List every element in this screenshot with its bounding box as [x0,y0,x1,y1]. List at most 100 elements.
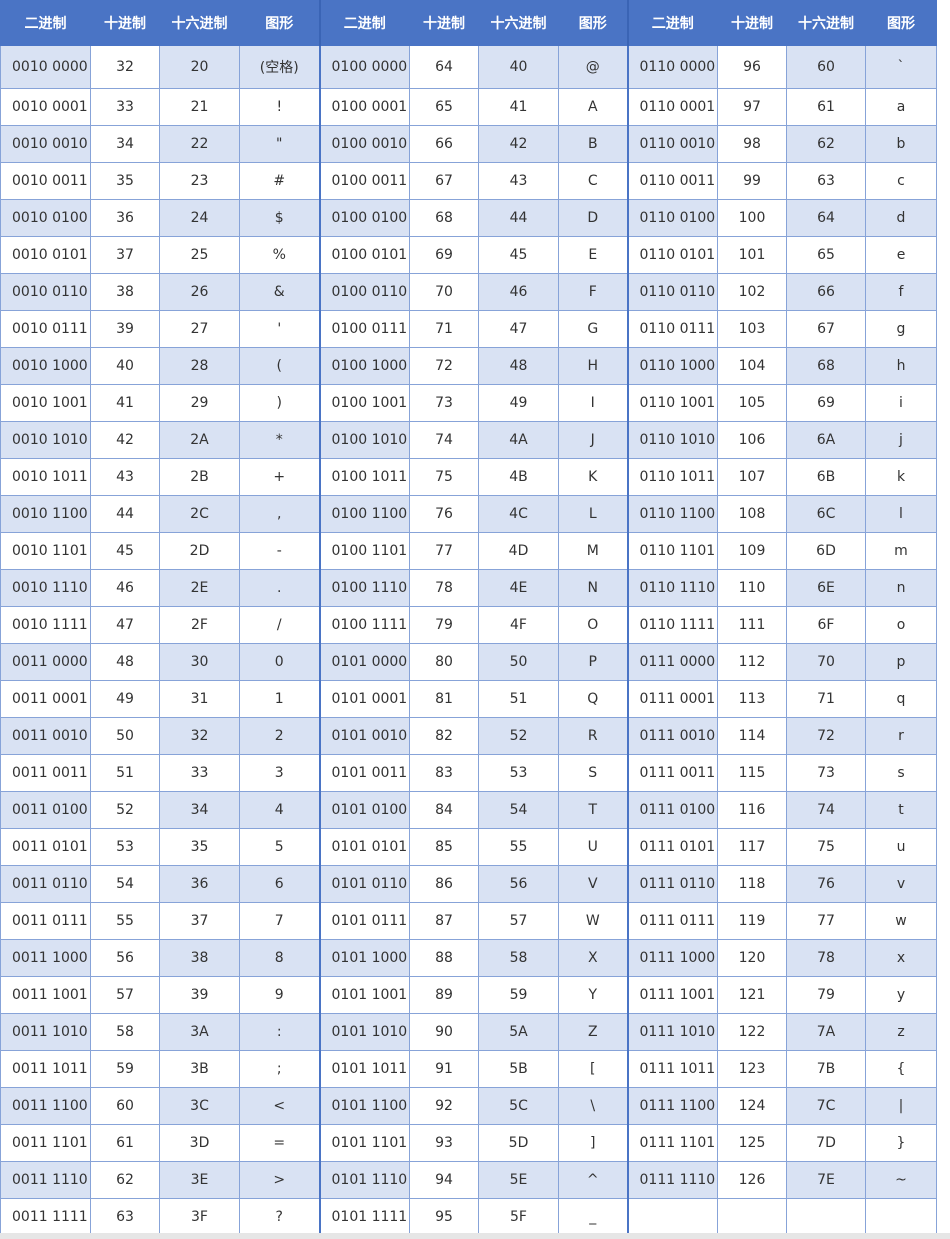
cell-decimal: 84 [409,791,479,829]
cell-hex: 71 [786,680,866,718]
cell-glyph: 7 [239,902,320,940]
table-row: 0010 0001 33 21! 0100 0001 65 41 A 0110 0001 97 6… [0,88,937,126]
cell-binary [626,1198,718,1236]
cell-hex: 2C [159,495,240,533]
cell-decimal: 67 [409,162,479,200]
cell-glyph: | [865,1087,937,1125]
cell-hex: 62 [786,125,866,163]
table-row: 0010 0100 36 24 $0100 0100 68 44 D 0110 0100 100… [0,199,937,237]
table-row: 0011 0111 55 37 7 0101 0111 87 57 W 0111 0111 119… [0,902,937,940]
cell-decimal: 85 [409,828,479,866]
cell-decimal: 100 [717,199,787,237]
cell-glyph: P [558,643,628,681]
cell-decimal: 53 [90,828,160,866]
cell-hex: 59 [478,976,559,1014]
cell-binary: 0111 1011 [626,1050,718,1088]
cell-glyph: 2 [239,717,320,755]
cell-glyph: w [865,902,937,940]
cell-hex: 2F [159,606,240,644]
cell-decimal: 120 [717,939,787,977]
cell-decimal: 110 [717,569,787,607]
table-row: 0010 1101 45 2D -0100 1101 77 4D M 0110 1101 109… [0,532,937,570]
cell-hex: 7E [786,1161,866,1199]
cell-hex: 47 [478,310,559,348]
cell-decimal: 105 [717,384,787,422]
cell-binary: 0010 0001 [0,88,91,126]
cell-decimal: 72 [409,347,479,385]
cell-decimal: 95 [409,1198,479,1236]
cell-binary: 0100 0111 [318,310,410,348]
cell-glyph: 4 [239,791,320,829]
cell-hex: 52 [478,717,559,755]
cell-glyph: " [239,125,320,163]
cell-glyph: x [865,939,937,977]
cell-hex: 65 [786,236,866,274]
cell-hex: 56 [478,865,559,903]
cell-glyph: F [558,273,628,311]
cell-hex: 6D [786,532,866,570]
cell-glyph: , [239,495,320,533]
column-header-glyph-3: 图形 [865,0,937,46]
cell-hex: 6B [786,458,866,496]
cell-hex: 4C [478,495,559,533]
cell-binary: 0100 1111 [318,606,410,644]
cell-hex: 27 [159,310,240,348]
cell-hex: 4B [478,458,559,496]
cell-binary: 0110 0010 [626,125,718,163]
cell-glyph: = [239,1124,320,1162]
cell-glyph: ] [558,1124,628,1162]
cell-binary: 0011 0101 [0,828,91,866]
cell-decimal: 114 [717,717,787,755]
table-row: 0010 1001 41 29) 0100 1001 73 49 I 0110 1001 105… [0,384,937,422]
cell-glyph: i [865,384,937,422]
cell-binary: 0010 1110 [0,569,91,607]
cell-decimal: 61 [90,1124,160,1162]
cell-binary: 0010 1001 [0,384,91,422]
cell-hex: 7D [786,1124,866,1162]
cell-glyph: 9 [239,976,320,1014]
cell-glyph: d [865,199,937,237]
cell-glyph: (空格) [239,45,320,89]
cell-decimal: 122 [717,1013,787,1051]
cell-hex: 67 [786,310,866,348]
cell-decimal: 34 [90,125,160,163]
cell-decimal: 111 [717,606,787,644]
cell-hex: 35 [159,828,240,866]
cell-glyph: k [865,458,937,496]
cell-glyph: a [865,88,937,126]
cell-binary: 0110 0100 [626,199,718,237]
cell-glyph: K [558,458,628,496]
cell-binary: 0111 1100 [626,1087,718,1125]
cell-hex: 77 [786,902,866,940]
cell-binary: 0010 0000 [0,45,91,89]
table-row: 0010 0010 34 22 " 0100 0010 66 42 B 0110 0010 98 6… [0,125,937,163]
cell-decimal: 97 [717,88,787,126]
cell-hex [786,1198,866,1236]
table-row: 0010 0011 35 23 #0100 0011 67 43 C 0110 0011 99 6… [0,162,937,200]
horizontal-scrollbar-track[interactable] [0,1233,950,1239]
cell-glyph: ` [865,45,937,89]
cell-glyph: ? [239,1198,320,1236]
cell-glyph: ~ [865,1161,937,1199]
cell-hex: 76 [786,865,866,903]
cell-decimal: 55 [90,902,160,940]
cell-binary: 0010 0111 [0,310,91,348]
cell-hex: 21 [159,88,240,126]
cell-glyph: % [239,236,320,274]
cell-decimal: 112 [717,643,787,681]
cell-decimal: 106 [717,421,787,459]
cell-glyph: E [558,236,628,274]
cell-binary: 0110 0000 [626,45,718,89]
cell-hex: 75 [786,828,866,866]
table-row: 0010 1011 43 2B +0100 1011 75 4B K 0110 1011 107… [0,458,937,496]
cell-binary: 0100 0101 [318,236,410,274]
cell-decimal: 96 [717,45,787,89]
cell-binary: 0101 1111 [318,1198,410,1236]
cell-glyph: B [558,125,628,163]
table-row: 0010 0110 38 26 & 0100 0110 70 46 F 0110 0110 102… [0,273,937,311]
cell-binary: 0110 1000 [626,347,718,385]
cell-glyph: ! [239,88,320,126]
column-header-glyph-2: 图形 [558,0,628,46]
cell-hex: 45 [478,236,559,274]
cell-glyph: & [239,273,320,311]
